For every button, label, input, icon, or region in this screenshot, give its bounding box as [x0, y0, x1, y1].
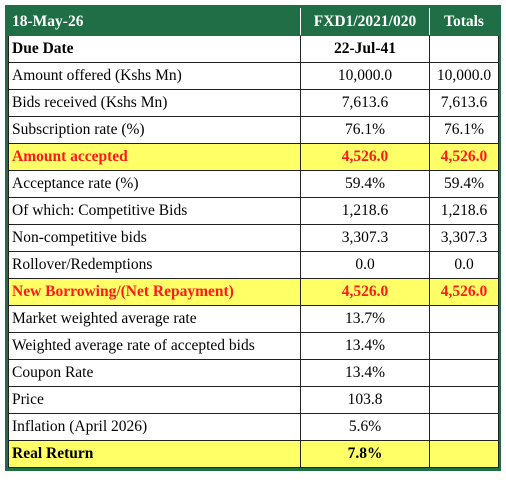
value-cell: 3,307.3: [300, 224, 430, 252]
row-label: Acceptance rate (%): [8, 170, 301, 198]
value-cell: 1,218.6: [429, 197, 499, 225]
table-row: Weighted average rate of accepted bids 13…: [8, 332, 499, 360]
row-label: Weighted average rate of accepted bids: [8, 332, 301, 360]
value-cell: 0.0: [429, 251, 499, 279]
value-cell: 4,526.0: [300, 143, 430, 171]
value-cell: 10,000.0: [300, 62, 430, 90]
header-cell: Totals: [429, 8, 499, 36]
table-row: Due Date 22-Jul-41: [8, 35, 499, 63]
header-cell: FXD1/2021/020: [300, 8, 430, 36]
table-row: Rollover/Redemptions 0.0 0.0: [8, 251, 499, 279]
table-row: Bids received (Kshs Mn) 7,613.6 7,613.6: [8, 89, 499, 117]
row-label: Amount accepted: [8, 143, 301, 171]
value-cell: 76.1%: [300, 116, 430, 144]
value-cell: 13.4%: [300, 359, 430, 387]
value-cell: 103.8: [300, 386, 430, 414]
value-cell: 76.1%: [429, 116, 499, 144]
row-label: Due Date: [8, 35, 301, 63]
value-cell: [429, 305, 499, 333]
row-label: Rollover/Redemptions: [8, 251, 301, 279]
table-row: Inflation (April 2026) 5.6%: [8, 413, 499, 441]
value-cell: 5.6%: [300, 413, 430, 441]
header-row: 18-May-26 FXD1/2021/020 Totals: [8, 8, 499, 36]
value-cell: 4,526.0: [300, 278, 430, 306]
value-cell: 4,526.0: [429, 143, 499, 171]
table-row: Amount offered (Kshs Mn) 10,000.0 10,000.0: [8, 62, 499, 90]
value-cell: 7,613.6: [429, 89, 499, 117]
row-label: Bids received (Kshs Mn): [8, 89, 301, 117]
value-cell: 1,218.6: [300, 197, 430, 225]
value-cell: [429, 332, 499, 360]
table-frame: 18-May-26 FXD1/2021/020 Totals Due Date 22-…: [5, 5, 501, 471]
value-cell: 10,000.0: [429, 62, 499, 90]
table-header: 18-May-26 FXD1/2021/020 Totals: [8, 8, 499, 36]
table-row: Non-competitive bids 3,307.3 3,307.3: [8, 224, 499, 252]
table-row: Acceptance rate (%) 59.4% 59.4%: [8, 170, 499, 198]
value-cell: [429, 35, 499, 63]
value-cell: [429, 440, 499, 468]
value-cell: 7.8%: [300, 440, 430, 468]
table-body: Due Date 22-Jul-41 Amount offered (Kshs Mn…: [8, 35, 499, 468]
auction-table: 18-May-26 FXD1/2021/020 Totals Due Date 22-…: [8, 8, 499, 468]
value-cell: 7,613.6: [300, 89, 430, 117]
table-row: Market weighted average rate 13.7%: [8, 305, 499, 333]
value-cell: 4,526.0: [429, 278, 499, 306]
row-label: Amount offered (Kshs Mn): [8, 62, 301, 90]
row-label: Real Return: [8, 440, 301, 468]
row-label: Coupon Rate: [8, 359, 301, 387]
row-label: Subscription rate (%): [8, 116, 301, 144]
table-row: Real Return 7.8%: [8, 440, 499, 468]
value-cell: 3,307.3: [429, 224, 499, 252]
row-label: Of which: Competitive Bids: [8, 197, 301, 225]
row-label: Price: [8, 386, 301, 414]
row-label: Inflation (April 2026): [8, 413, 301, 441]
table-row: Subscription rate (%) 76.1% 76.1%: [8, 116, 499, 144]
value-cell: [429, 413, 499, 441]
table-row: Of which: Competitive Bids 1,218.6 1,218.6: [8, 197, 499, 225]
table-row: New Borrowing/(Net Repayment) 4,526.0 4,52…: [8, 278, 499, 306]
table-row: Price 103.8: [8, 386, 499, 414]
row-label: Market weighted average rate: [8, 305, 301, 333]
table-row: Amount accepted 4,526.0 4,526.0: [8, 143, 499, 171]
value-cell: [429, 359, 499, 387]
value-cell: 13.7%: [300, 305, 430, 333]
row-label: New Borrowing/(Net Repayment): [8, 278, 301, 306]
value-cell: 13.4%: [300, 332, 430, 360]
value-cell: 59.4%: [429, 170, 499, 198]
value-cell: 0.0: [300, 251, 430, 279]
table-row: Coupon Rate 13.4%: [8, 359, 499, 387]
value-cell: 22-Jul-41: [300, 35, 430, 63]
value-cell: [429, 386, 499, 414]
row-label: Non-competitive bids: [8, 224, 301, 252]
header-cell: 18-May-26: [8, 8, 301, 36]
value-cell: 59.4%: [300, 170, 430, 198]
